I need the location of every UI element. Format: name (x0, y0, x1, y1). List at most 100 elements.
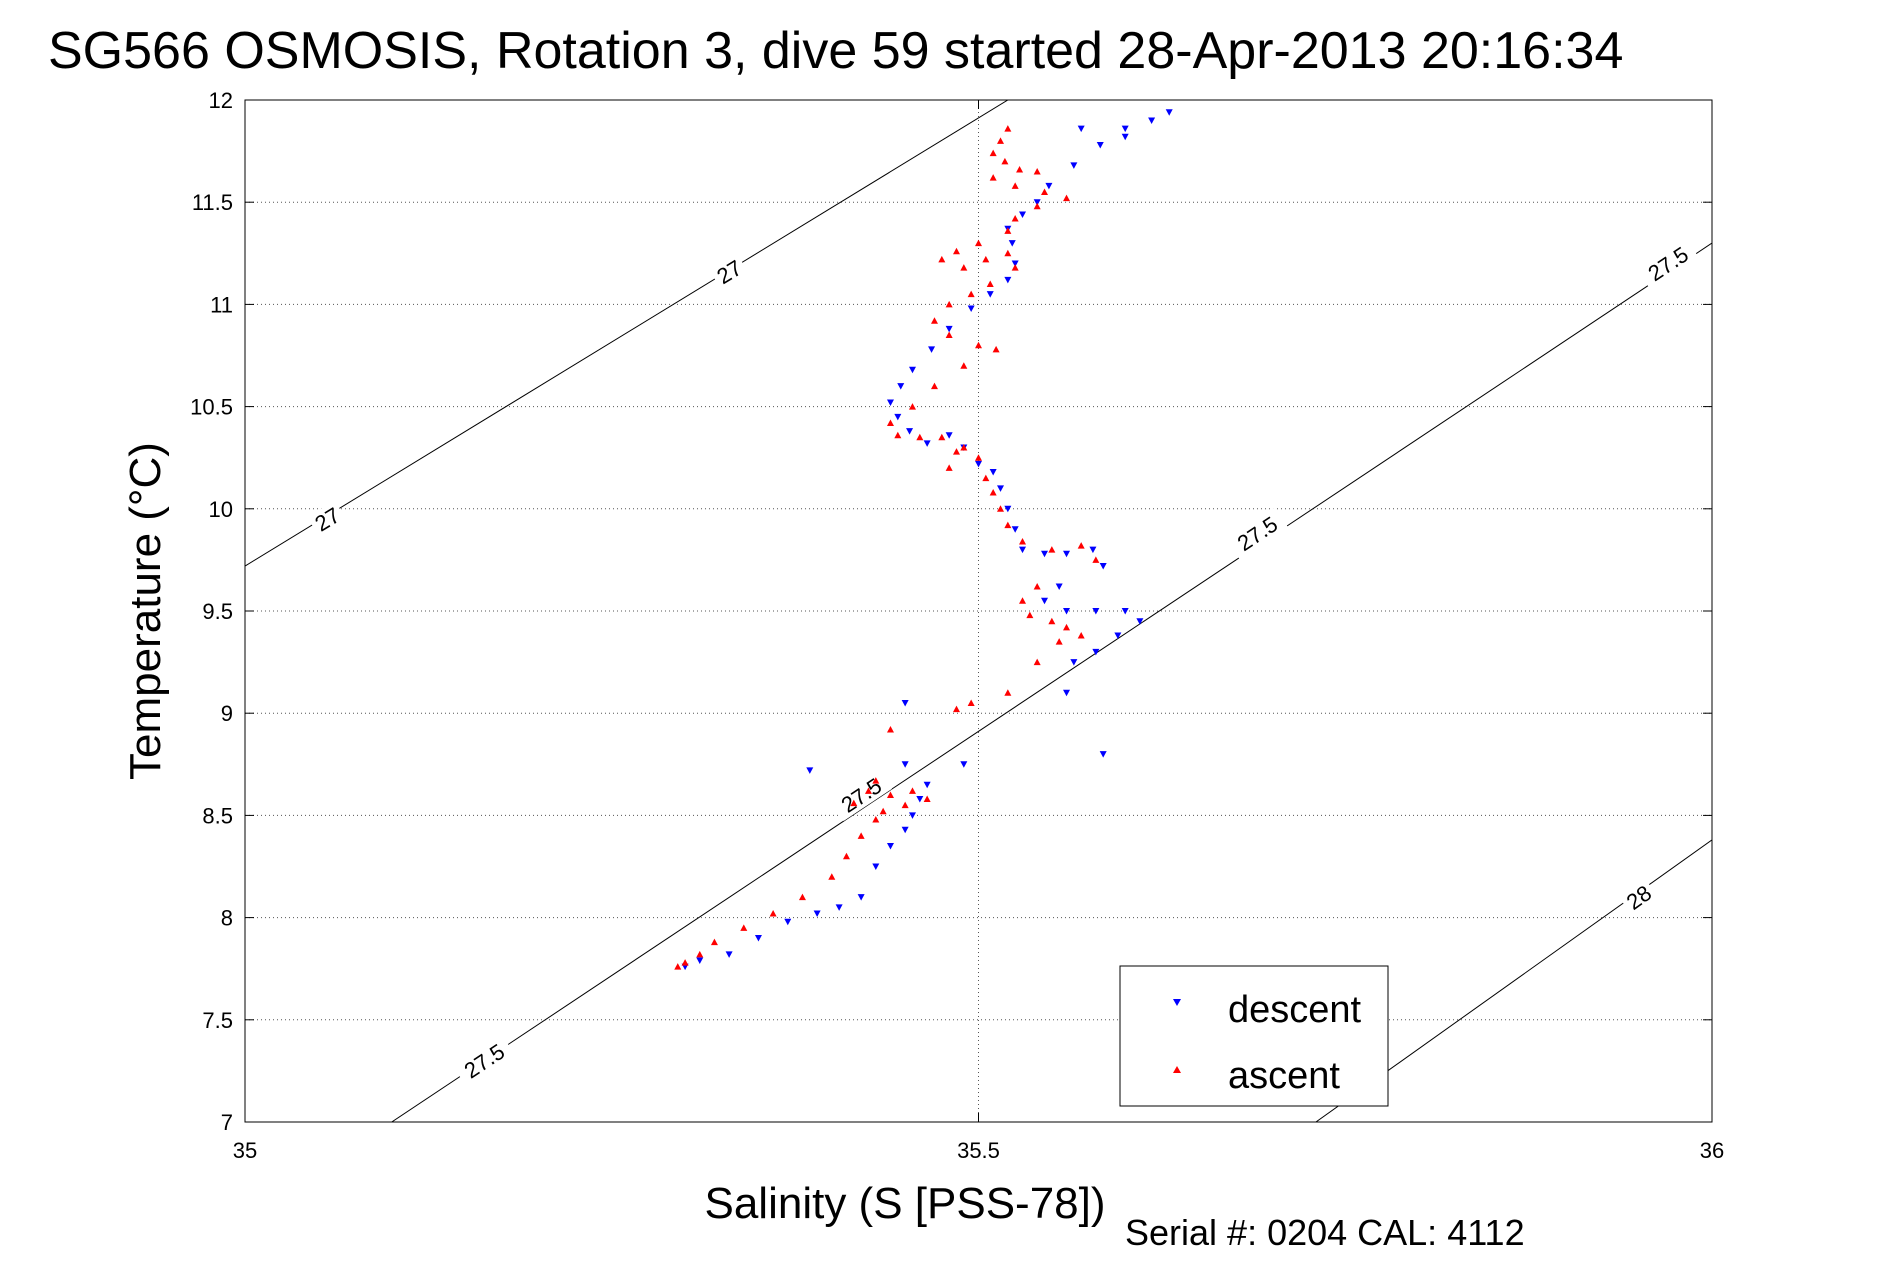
ascent-point (1033, 168, 1041, 175)
descent-point (1136, 618, 1144, 625)
axis-ticks: 7 7.5 8 8.5 9 9.5 10 10.5 11 11.5 12 35 35.5 36 (190, 88, 1724, 1163)
y-tick-label: 8 (221, 906, 233, 931)
descent-point (1099, 751, 1107, 758)
ascent-point (1063, 194, 1071, 202)
descent-point (989, 469, 997, 476)
descent-point (872, 863, 880, 870)
ascent-point (901, 801, 909, 809)
descent-point (1092, 608, 1100, 615)
ascent-point (945, 464, 953, 471)
ascent-point (967, 290, 975, 298)
ascent-point (1004, 227, 1012, 234)
ascent-point (967, 699, 975, 706)
ascent-point (1011, 182, 1019, 189)
ascent-point (952, 448, 960, 455)
descent-point (813, 910, 821, 918)
x-axis-label: Salinity (S [PSS-78]) (704, 1179, 1105, 1228)
ascent-point (1011, 215, 1019, 222)
ascent-point (1048, 617, 1056, 625)
data-markers (674, 109, 1173, 971)
ascent-point (1033, 582, 1041, 590)
descent-point (1063, 689, 1071, 697)
y-tick-label: 10.5 (190, 395, 233, 420)
ascent-point (710, 938, 718, 946)
ascent-point (1048, 546, 1056, 553)
ascent-point (982, 255, 990, 263)
ascent-point (952, 247, 960, 255)
ascent-point (945, 331, 953, 339)
descent-point (1099, 563, 1107, 570)
descent-point (945, 432, 953, 439)
ascent-point (1033, 202, 1041, 210)
ascent-point (1063, 623, 1071, 631)
descent-point (1033, 199, 1041, 206)
ascent-point (674, 963, 682, 970)
descent-point (901, 826, 909, 834)
density-contour-line (391, 242, 1712, 1122)
descent-point (945, 325, 953, 333)
descent-point (1004, 505, 1012, 513)
ascent-point (842, 852, 850, 860)
descent-point (1019, 546, 1027, 554)
y-tick-label: 9.5 (202, 599, 233, 624)
descent-point (835, 904, 843, 911)
ascent-point (908, 787, 916, 794)
x-tick-label: 35.5 (957, 1138, 1000, 1163)
ascent-point (930, 382, 938, 390)
ascent-point (923, 795, 931, 803)
legend-descent-marker (1173, 999, 1181, 1006)
descent-point (960, 761, 968, 768)
descent-point (1055, 583, 1063, 590)
ascent-point (886, 726, 894, 733)
descent-point (1011, 260, 1019, 268)
ascent-point (916, 433, 924, 441)
descent-point (923, 440, 931, 447)
descent-point (1004, 276, 1012, 284)
y-tick-label: 9 (221, 701, 233, 726)
ascent-point (1041, 188, 1049, 195)
descent-point (886, 399, 894, 407)
ascent-point (1092, 556, 1100, 563)
grid-lines (245, 100, 1712, 1122)
ascent-point (850, 799, 858, 807)
descent-point (1008, 240, 1016, 247)
descent-point (1063, 550, 1071, 558)
y-axis-label: Temperature (°C) (121, 442, 170, 780)
legend-descent-label: descent (1228, 989, 1362, 1031)
descent-point (1041, 550, 1049, 558)
descent-point (1148, 117, 1156, 124)
descent-point (806, 767, 814, 774)
y-tick-label: 11.5 (192, 190, 233, 215)
ascent-point (1055, 638, 1063, 645)
descent-point (1070, 659, 1078, 666)
descent-point (1114, 632, 1122, 640)
ascent-point (740, 924, 748, 931)
descent-point (1045, 182, 1053, 190)
descent-point (1165, 109, 1173, 116)
ascent-point (1077, 632, 1085, 639)
y-tick-label: 11 (210, 292, 233, 317)
descent-point (897, 383, 905, 390)
ascent-point (857, 832, 865, 839)
y-tick-label: 12 (209, 88, 233, 113)
ascent-point (798, 893, 806, 901)
descent-point (1092, 648, 1100, 656)
descent-point (916, 796, 924, 803)
ascent-point (960, 443, 968, 451)
descent-point (908, 812, 916, 819)
descent-point (1096, 141, 1104, 149)
descent-point (923, 781, 931, 789)
ascent-point (1019, 597, 1027, 604)
descent-point (1121, 608, 1129, 615)
ascent-point (1004, 249, 1012, 257)
ascent-point (975, 239, 982, 247)
ascent-point (1004, 521, 1012, 529)
descent-point (1063, 608, 1071, 615)
ascent-point (828, 873, 836, 880)
descent-point (1077, 125, 1085, 133)
ascent-point (992, 345, 1000, 353)
ascent-point (960, 362, 968, 369)
ascent-point (886, 419, 894, 426)
